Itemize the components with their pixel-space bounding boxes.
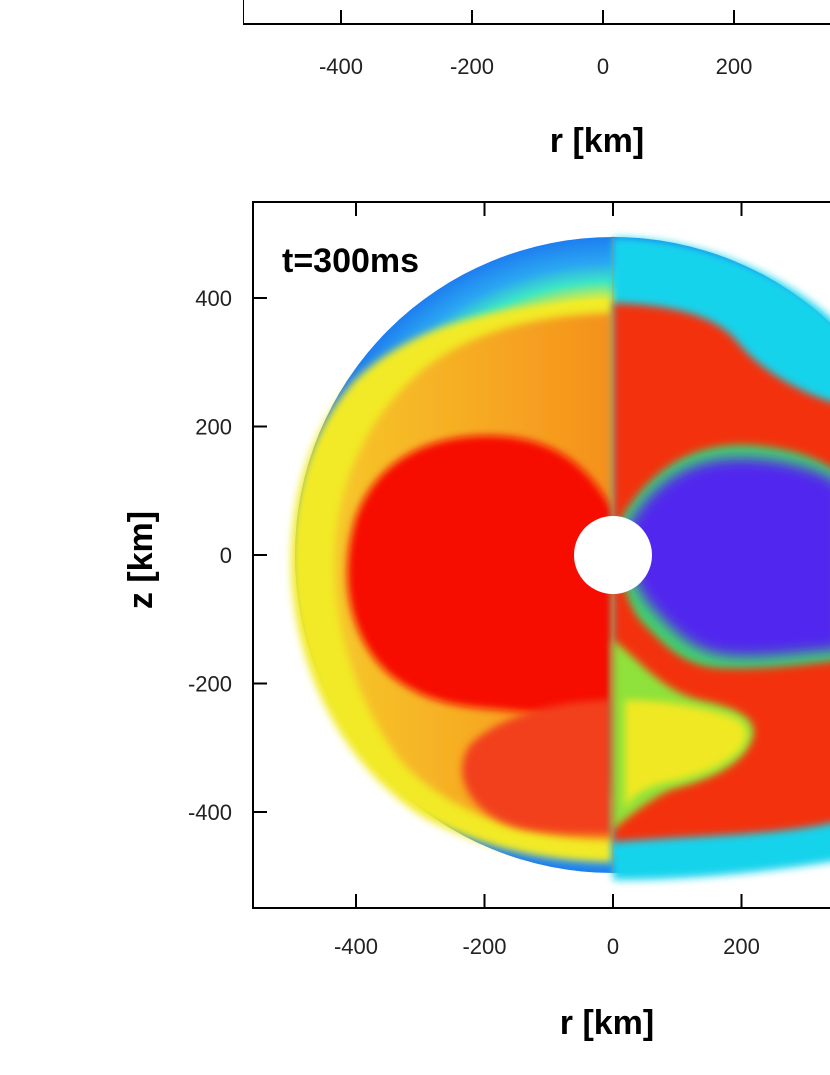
bottom-panel-y-ticks: 400 200 0 -200 -400 [188, 286, 267, 825]
bottom-y-tick-label: 200 [195, 415, 232, 440]
bottom-x-tick-label: -200 [462, 934, 506, 959]
right-purple-bubble [628, 458, 830, 657]
right-lower-yellow-band [625, 700, 747, 810]
bottom-panel: -400 -200 0 200 400 200 0 -200 -400 t=300ms r [… [122, 201, 830, 1042]
top-panel-x-axis-title: r [km] [550, 122, 644, 160]
bottom-y-tick-label: -200 [188, 672, 232, 697]
bottom-y-tick-label: 0 [220, 543, 232, 568]
bottom-panel-x-ticks: -400 -200 0 200 [334, 202, 760, 959]
simulation-map [291, 236, 830, 880]
top-panel-x-ticks: -400 -200 0 200 [319, 10, 752, 79]
bottom-y-tick-label: -400 [188, 800, 232, 825]
top-x-tick-label: 0 [597, 54, 609, 79]
right-hemisphere [613, 238, 830, 880]
bottom-x-tick-label: -400 [334, 934, 378, 959]
left-hemisphere [291, 304, 613, 863]
time-label: t=300ms [282, 242, 419, 280]
bottom-panel-y-axis-title: z [km] [122, 511, 160, 609]
bottom-y-tick-label: 400 [195, 286, 232, 311]
top-panel: -400 -200 0 200 r [km] [243, 0, 830, 160]
bottom-x-tick-label: 0 [607, 934, 619, 959]
left-lower-red-lobe [462, 700, 613, 835]
inner-boundary [574, 516, 652, 594]
bottom-x-tick-label: 200 [723, 934, 760, 959]
top-x-tick-label: -200 [450, 54, 494, 79]
bottom-panel-x-axis-title: r [km] [560, 1004, 654, 1042]
top-panel-frame [243, 0, 830, 25]
top-x-tick-label: -400 [319, 54, 363, 79]
top-x-tick-label: 200 [716, 54, 753, 79]
